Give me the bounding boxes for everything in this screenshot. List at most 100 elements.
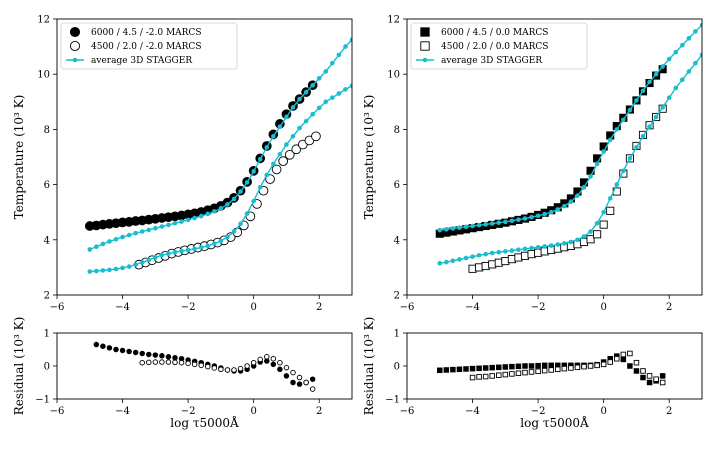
stagger-point — [316, 76, 322, 81]
x-tick-label: −4 — [115, 302, 130, 313]
x-tick-label: 0 — [600, 302, 606, 313]
stagger-point — [489, 250, 495, 256]
open-circle-point — [291, 144, 302, 155]
open-square-point — [528, 369, 535, 375]
panel-top-right: −6 −4 −2 0 2 2 4 6 8 10 12 Temperature (10³ K) 6000 … — [362, 15, 703, 313]
open-circle-point — [218, 366, 224, 373]
stagger-point — [100, 241, 106, 247]
stagger-point — [463, 224, 469, 230]
stagger-point — [699, 22, 702, 28]
open-square-point — [586, 235, 595, 244]
filled-circle-point — [126, 348, 132, 355]
stagger-point — [660, 64, 665, 69]
y-axis-label: Residual (10³ K) — [12, 317, 26, 416]
axes-frame — [56, 18, 353, 296]
open-circle-point — [191, 361, 198, 368]
stagger-point — [555, 242, 561, 247]
open-square-point — [535, 368, 541, 375]
legend-marker — [69, 26, 81, 38]
legend: 6000 / 4.5 / -2.0 MARCS 4500 / 2.0 / -2.0… — [60, 22, 238, 70]
stagger-point — [693, 29, 698, 34]
stagger-point — [444, 259, 449, 265]
stagger-point — [277, 124, 283, 129]
legend-entry-label: average 3D STAGGER — [91, 56, 192, 66]
x-tick-label: 0 — [600, 406, 606, 417]
stagger-point — [303, 118, 309, 124]
filled-square-point — [463, 366, 469, 372]
stagger-point — [529, 245, 534, 251]
legend-marker — [420, 27, 430, 37]
stagger-point — [297, 96, 302, 102]
filled-square-point — [633, 368, 640, 374]
stagger-point — [94, 244, 99, 249]
open-circle-point — [283, 364, 290, 371]
stagger-point — [87, 247, 93, 252]
stagger-point — [437, 260, 443, 266]
x-tick-label: −6 — [50, 302, 65, 313]
filled-circle-point — [139, 350, 145, 357]
open-circle-point — [185, 360, 191, 367]
stagger-point — [323, 69, 329, 74]
stagger-point — [179, 219, 184, 224]
stagger-point — [548, 243, 554, 248]
legend-box — [410, 22, 588, 70]
open-circle-point — [303, 379, 309, 386]
filled-square-point — [443, 367, 450, 373]
stagger-point — [271, 134, 276, 139]
stagger-point — [601, 149, 606, 154]
stagger-point — [666, 56, 672, 62]
stagger-point — [588, 174, 593, 179]
stagger-point — [621, 168, 626, 174]
stagger-point — [185, 247, 191, 253]
filled-circle-point — [270, 361, 277, 368]
stagger-point — [568, 239, 574, 245]
stagger-point — [166, 222, 171, 228]
stagger-point — [575, 193, 580, 198]
filled-circle-point — [100, 343, 106, 349]
open-circle-point — [244, 363, 250, 369]
open-circle-point — [290, 369, 296, 376]
stagger-point — [153, 225, 158, 231]
stagger-point — [303, 89, 309, 95]
stagger-point — [94, 268, 99, 274]
open-circle-point — [296, 374, 303, 381]
open-square-point — [627, 350, 633, 357]
axes-frame — [406, 332, 703, 400]
stagger-point — [503, 219, 508, 225]
y-tick-label: 1 — [394, 329, 400, 340]
legend-entry-label: 4500 / 2.0 / -2.0 MARCS — [91, 42, 201, 52]
stagger-point — [126, 232, 132, 238]
open-square-point — [620, 351, 627, 358]
open-square-point — [646, 373, 653, 379]
stagger-point — [139, 229, 145, 234]
filled-square-point — [640, 374, 646, 381]
stagger-point — [205, 243, 211, 249]
stagger-point — [218, 206, 224, 211]
filled-square-point — [515, 363, 522, 370]
open-circle-point — [224, 367, 231, 373]
y-tick-label: 2 — [44, 291, 50, 302]
open-circle-point — [178, 359, 185, 366]
x-axis-label: log τ5000Å — [170, 415, 239, 430]
stagger-point — [238, 221, 243, 227]
open-square-point — [633, 359, 640, 366]
stagger-point — [666, 95, 672, 100]
filled-circle-point — [159, 353, 165, 359]
stagger-point — [218, 238, 224, 244]
stagger-point — [444, 227, 449, 232]
legend: 6000 / 4.5 / 0.0 MARCS 4500 / 2.0 / 0.0 M… — [410, 22, 588, 70]
filled-circle-point — [93, 341, 100, 348]
stagger-point — [139, 260, 145, 265]
filled-circle-point — [290, 379, 296, 386]
filled-square-point — [528, 363, 535, 369]
stagger-point — [231, 229, 237, 234]
stagger-point — [251, 169, 256, 174]
stagger-point — [100, 268, 106, 273]
x-tick-label: 2 — [316, 302, 322, 313]
filled-circle-point — [165, 354, 172, 360]
stagger-point — [673, 85, 679, 91]
open-circle-point — [139, 359, 145, 366]
stagger-point — [290, 105, 296, 110]
stagger-point — [470, 254, 475, 259]
stagger-point — [647, 79, 652, 85]
